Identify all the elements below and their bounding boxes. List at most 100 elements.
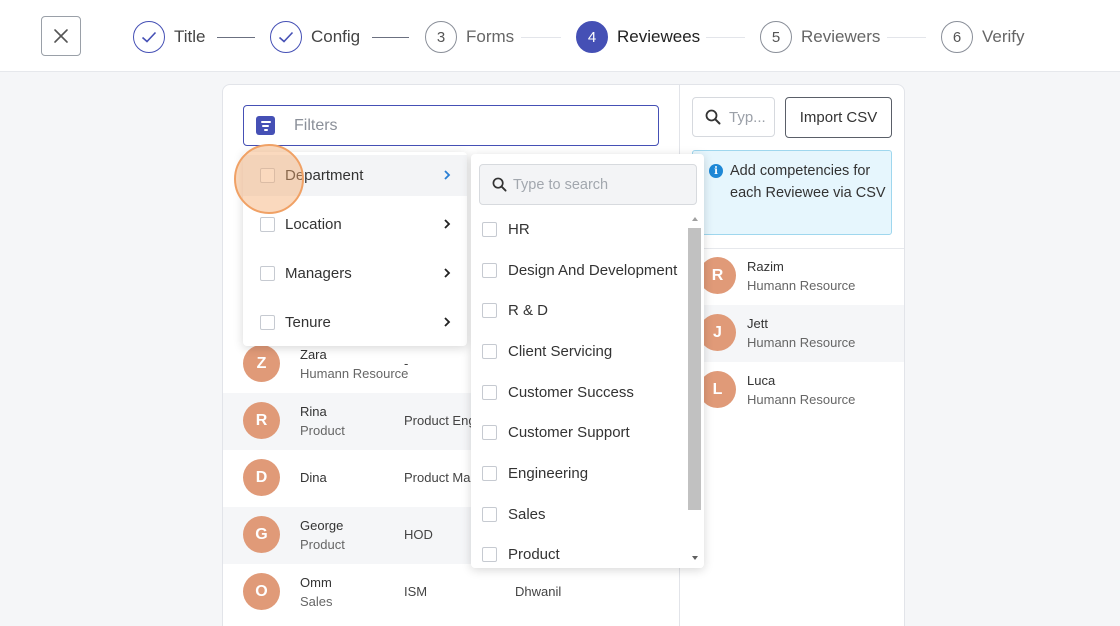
checkbox[interactable] — [482, 466, 497, 481]
checkbox[interactable] — [482, 507, 497, 522]
department-option-label: Sales — [508, 506, 546, 523]
checkbox[interactable] — [482, 385, 497, 400]
chevron-right-icon — [444, 219, 451, 229]
checkbox[interactable] — [482, 263, 497, 278]
chevron-right-icon — [444, 317, 451, 327]
tap-indicator — [234, 144, 304, 214]
avatar: R — [243, 402, 280, 439]
checkbox[interactable] — [260, 217, 275, 232]
filter-menu-label: Department — [285, 167, 364, 184]
department-search-input[interactable]: Type to search — [479, 164, 697, 205]
department-option[interactable]: Sales — [471, 494, 689, 535]
step-connector — [217, 37, 255, 38]
filter-menu-item-location[interactable]: Location — [243, 204, 467, 245]
department-option[interactable]: R & D — [471, 290, 689, 331]
filter-menu-label: Tenure — [285, 314, 331, 331]
employee-name: Omm — [300, 575, 332, 590]
department-option[interactable]: Design And Development — [471, 250, 689, 291]
checkbox[interactable] — [260, 266, 275, 281]
employee-department: Sales — [300, 594, 333, 609]
search-icon — [705, 109, 721, 125]
filter-icon — [256, 116, 275, 135]
department-submenu: Type to search HR Design And Development… — [471, 154, 704, 568]
info-text: Add competencies for each Reviewee via C… — [730, 163, 886, 201]
scroll-down-arrow-icon[interactable] — [692, 556, 698, 560]
department-option[interactable]: Customer Success — [471, 372, 689, 413]
employee-role: HOD — [404, 527, 433, 542]
employee-role: - — [404, 356, 409, 371]
table-row[interactable]: O Omm Sales ISM Dhwanil — [223, 564, 679, 621]
filters-input[interactable]: Filters — [243, 105, 659, 146]
checkbox[interactable] — [482, 344, 497, 359]
avatar: J — [699, 314, 736, 351]
department-option[interactable]: Engineering — [471, 453, 689, 494]
employee-role: Product Man — [404, 470, 478, 485]
filter-menu-item-managers[interactable]: Managers — [243, 253, 467, 294]
close-icon — [54, 29, 68, 43]
checkbox[interactable] — [482, 425, 497, 440]
filter-menu-label: Location — [285, 216, 342, 233]
filter-menu-item-tenure[interactable]: Tenure — [243, 302, 467, 343]
employee-department: Product — [300, 537, 345, 552]
avatar: L — [699, 371, 736, 408]
table-row[interactable]: Z Zara Humann Resource - — [223, 336, 679, 393]
department-option[interactable]: Product — [471, 534, 689, 568]
step-connector — [521, 37, 561, 38]
department-option-label: HR — [508, 221, 530, 238]
checkbox[interactable] — [482, 222, 497, 237]
step-reviewees[interactable]: 4 Reviewees — [576, 21, 700, 53]
reviewee-search-input[interactable]: Typ... — [692, 97, 775, 137]
step-title[interactable]: Title — [133, 21, 206, 53]
reviewee-department: Humann Resource — [747, 335, 856, 350]
department-option[interactable]: HR — [471, 209, 689, 250]
step-label: Reviewees — [617, 27, 701, 46]
step-label: Title — [174, 27, 206, 46]
step-number: 4 — [576, 21, 608, 53]
department-option-label: Design And Development — [508, 262, 678, 279]
checkbox[interactable] — [482, 303, 497, 318]
checkbox[interactable] — [482, 547, 497, 562]
scroll-up-arrow-icon[interactable] — [692, 217, 698, 221]
department-option-label: Product — [508, 546, 560, 563]
wizard-header: Title Config 3 Forms 4 Reviewees 5 Revie… — [0, 0, 1120, 72]
reviewee-name: Razim — [747, 259, 784, 274]
divider — [680, 248, 904, 249]
step-number: 3 — [425, 21, 457, 53]
step-connector — [372, 37, 409, 38]
list-item[interactable]: L Luca Humann Resource — [680, 362, 904, 419]
avatar: G — [243, 516, 280, 553]
checkbox[interactable] — [260, 315, 275, 330]
list-item[interactable]: R Razim Humann Resource — [680, 248, 904, 305]
employee-name: George — [300, 518, 344, 533]
step-config[interactable]: Config — [270, 21, 360, 53]
department-option[interactable]: Customer Support — [471, 412, 689, 453]
department-option[interactable]: Client Servicing — [471, 331, 689, 372]
table-row[interactable]: D Dina Product Man — [223, 450, 679, 507]
step-verify[interactable]: 6 Verify — [941, 21, 1025, 53]
filter-menu-label: Managers — [285, 265, 352, 282]
employee-manager: Dhwanil — [515, 584, 562, 599]
department-option-label: R & D — [508, 302, 549, 319]
step-label: Forms — [466, 27, 515, 46]
avatar: O — [243, 573, 280, 610]
avatar: Z — [243, 345, 280, 382]
reviewee-department: Humann Resource — [747, 392, 856, 407]
department-option-label: Engineering — [508, 465, 589, 482]
close-button[interactable] — [41, 16, 81, 56]
step-connector — [887, 37, 926, 38]
chevron-right-icon — [444, 268, 451, 278]
import-csv-button[interactable]: Import CSV — [785, 97, 892, 138]
department-option-label: Customer Support — [508, 424, 630, 441]
step-reviewers[interactable]: 5 Reviewers — [760, 21, 880, 53]
employee-role: Product Eng — [404, 413, 476, 428]
reviewee-name: Luca — [747, 373, 776, 388]
scrollbar-thumb[interactable] — [688, 228, 701, 510]
search-placeholder: Type to search — [513, 176, 609, 193]
chevron-right-icon — [444, 170, 451, 180]
employee-department: Humann Resource — [300, 366, 409, 381]
step-connector — [706, 37, 745, 38]
step-forms[interactable]: 3 Forms — [425, 21, 514, 53]
list-item[interactable]: J Jett Humann Resource — [680, 305, 904, 362]
search-icon — [492, 177, 507, 192]
check-icon — [133, 21, 165, 53]
